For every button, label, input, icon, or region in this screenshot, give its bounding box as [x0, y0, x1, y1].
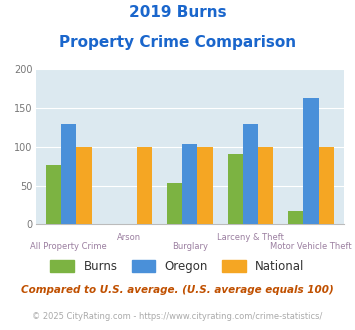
Text: © 2025 CityRating.com - https://www.cityrating.com/crime-statistics/: © 2025 CityRating.com - https://www.city…: [32, 312, 323, 321]
Bar: [304, 98, 319, 224]
Text: 2019 Burns: 2019 Burns: [129, 5, 226, 20]
Bar: [228, 154, 243, 224]
Bar: [167, 183, 182, 224]
Bar: [258, 147, 273, 224]
Bar: [197, 147, 213, 224]
Bar: [243, 124, 258, 224]
Bar: [319, 147, 334, 224]
Text: Arson: Arson: [117, 233, 141, 242]
Bar: [182, 144, 197, 224]
Bar: [288, 211, 304, 224]
Text: Larceny & Theft: Larceny & Theft: [217, 233, 284, 242]
Text: All Property Crime: All Property Crime: [31, 242, 107, 250]
Text: Compared to U.S. average. (U.S. average equals 100): Compared to U.S. average. (U.S. average …: [21, 285, 334, 295]
Text: Burglary: Burglary: [172, 242, 208, 250]
Legend: Burns, Oregon, National: Burns, Oregon, National: [46, 255, 309, 278]
Bar: [46, 165, 61, 224]
Bar: [61, 124, 76, 224]
Text: Property Crime Comparison: Property Crime Comparison: [59, 35, 296, 50]
Bar: [76, 147, 92, 224]
Text: Motor Vehicle Theft: Motor Vehicle Theft: [270, 242, 352, 250]
Bar: [137, 147, 152, 224]
